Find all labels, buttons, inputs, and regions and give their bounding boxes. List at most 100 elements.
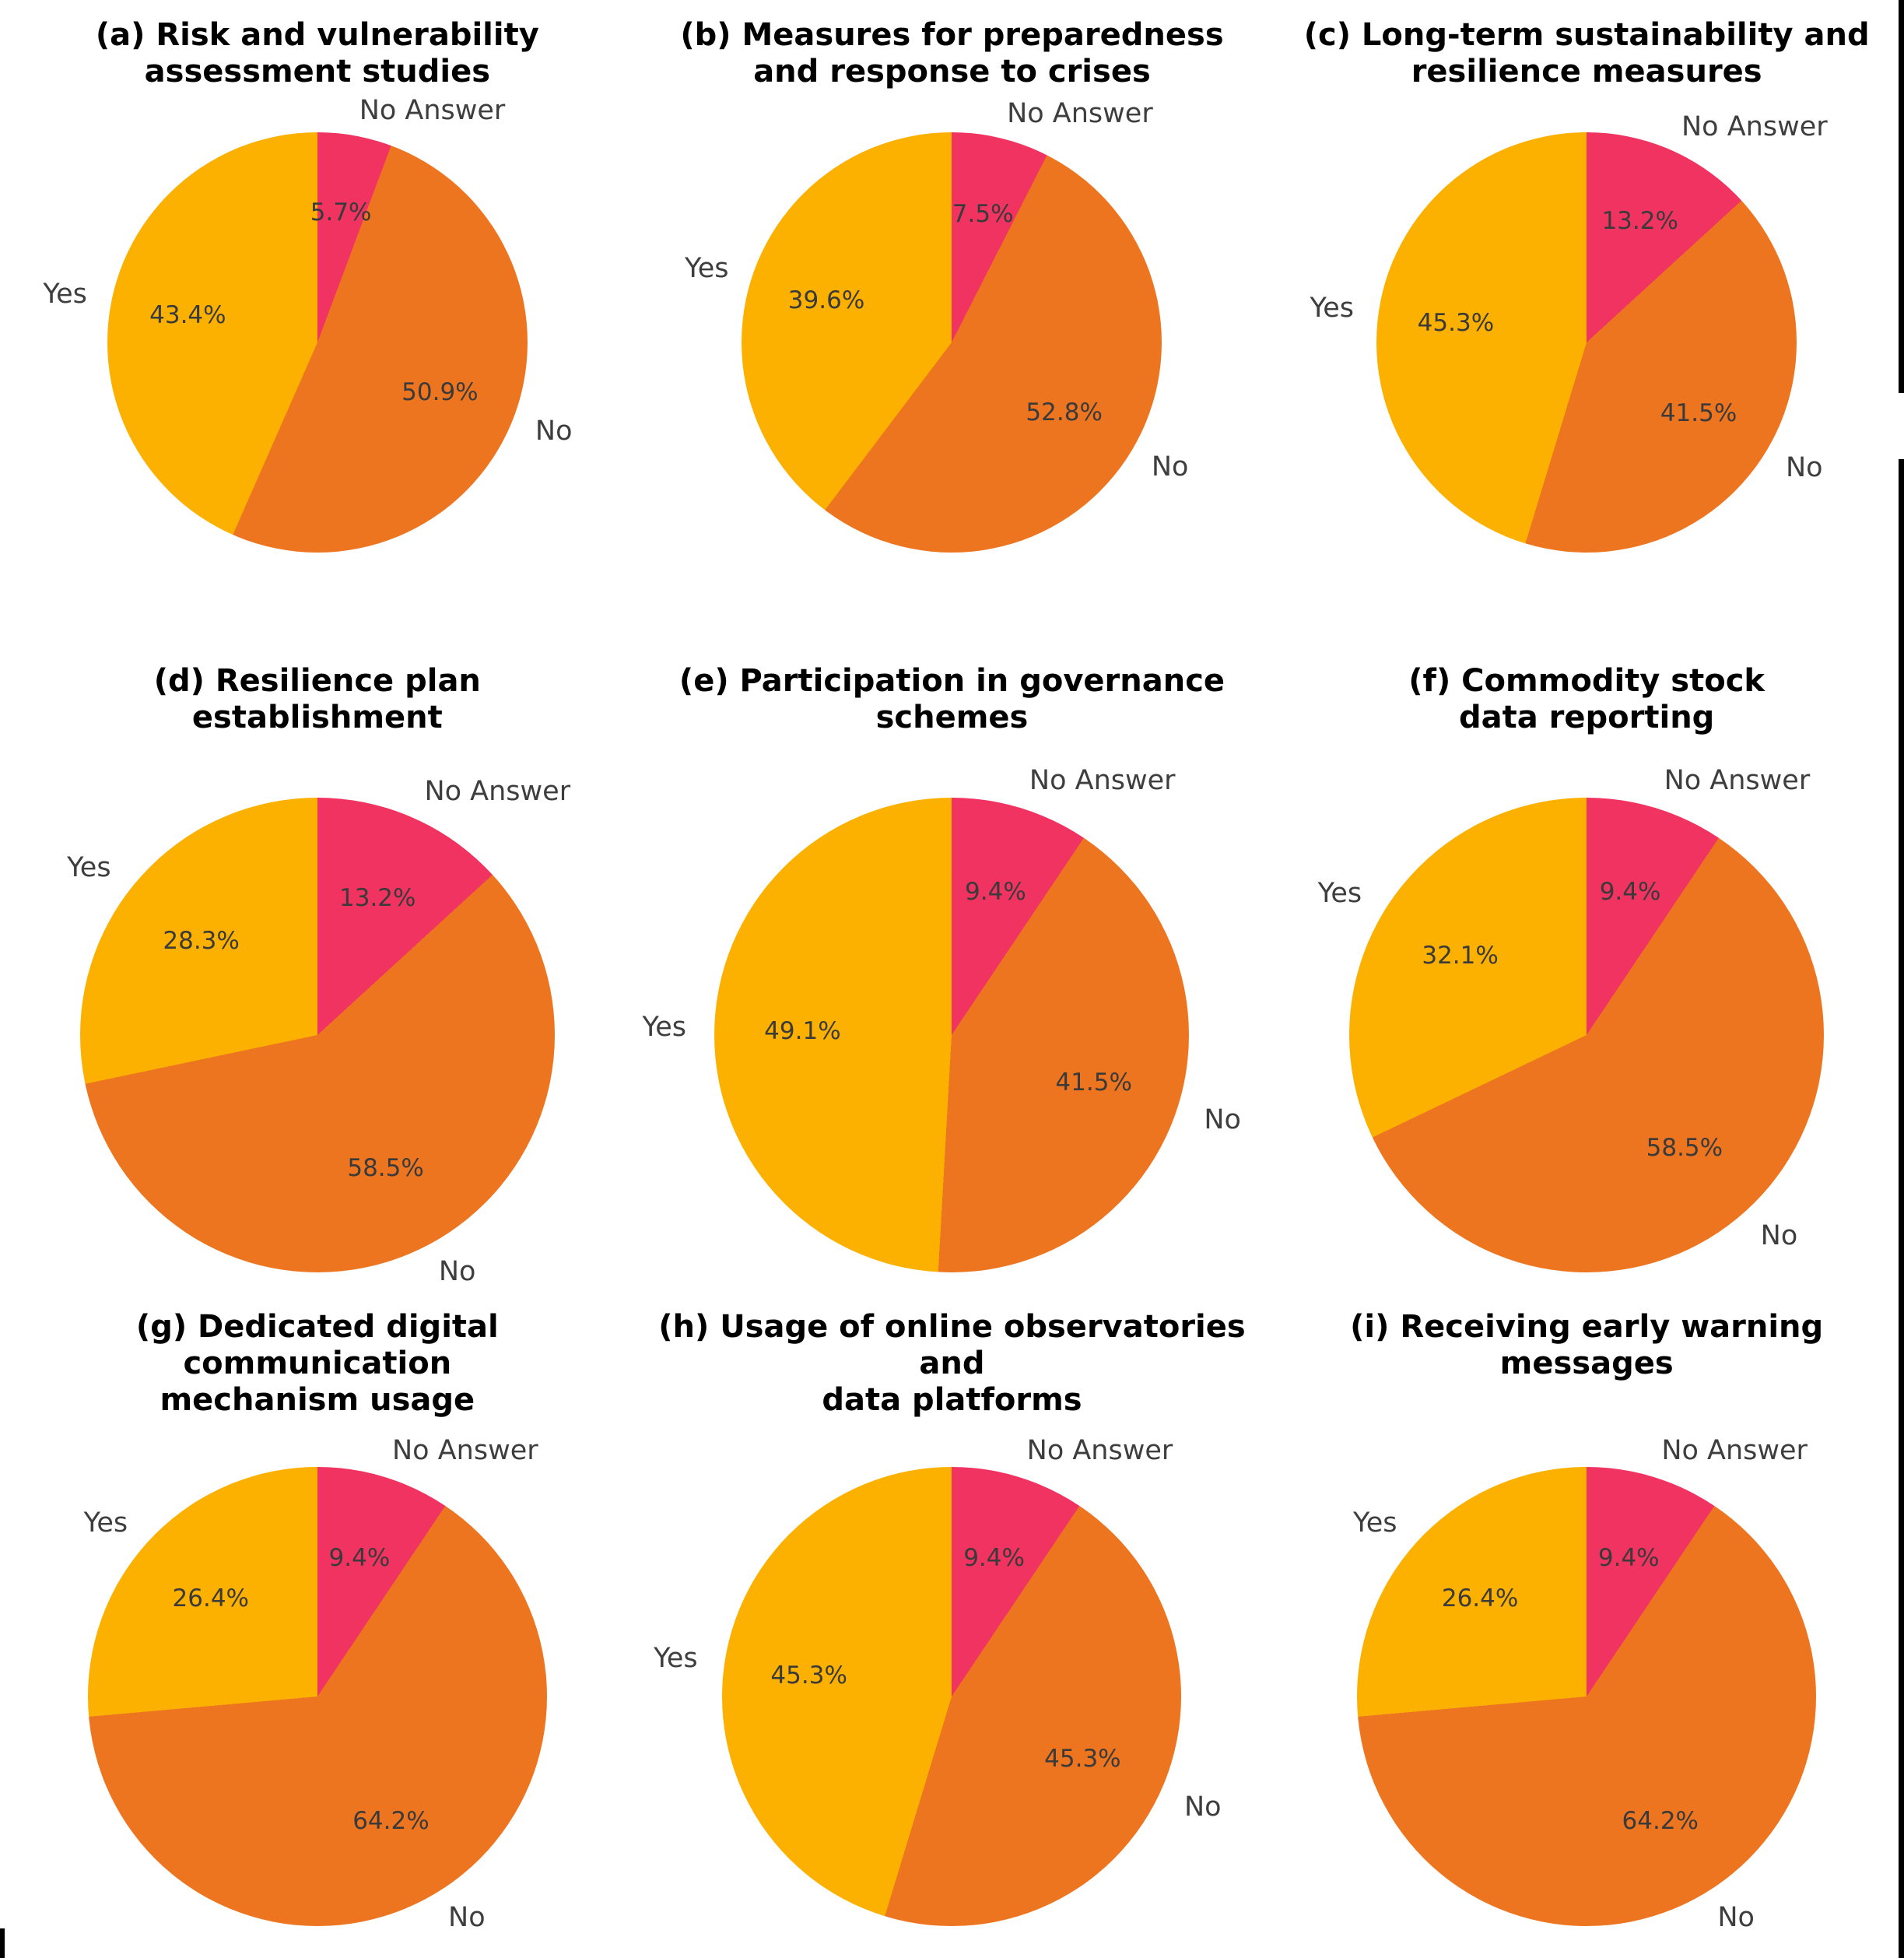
pie-chart-c: (c) Long-term sustainability and resilie… (1269, 0, 1904, 646)
chart-title-line1: (b) Measures for preparedness (680, 17, 1224, 53)
pie-chart-g: (g) Dedicated digital communication mech… (0, 1292, 635, 1958)
slice-percent-label: 41.5% (1055, 1068, 1132, 1097)
slice-percent-label: 43.4% (149, 300, 226, 329)
slice-name-label: Yes (1317, 877, 1362, 909)
slice-name-label: Yes (67, 851, 111, 883)
slice-percent-label: 9.4% (1599, 878, 1661, 907)
pie-chart-h: (h) Usage of online observatories and da… (635, 1292, 1270, 1958)
chart-title-line1: (g) Dedicated digital communication (135, 1309, 499, 1381)
slice-percent-label: 5.7% (310, 198, 372, 226)
chart-title-line1: (f) Commodity stock (1408, 663, 1765, 699)
slice-name-label: No Answer (391, 1434, 538, 1466)
chart-title-line1: (e) Participation in governance (678, 663, 1226, 699)
slice-name-label: No (438, 1255, 476, 1287)
chart-title: (h) Usage of online observatories and da… (635, 1309, 1270, 1418)
slice-percent-label: 13.2% (339, 884, 416, 913)
chart-title: (b) Measures for preparedness and respon… (635, 17, 1270, 90)
pie-chart-f: (f) Commodity stock data reporting 9.4% N… (1269, 646, 1904, 1292)
chart-title: (i) Receiving early warning messages (1269, 1309, 1904, 1382)
slice-name-label: Yes (83, 1507, 128, 1539)
slice-percent-label: 28.3% (163, 926, 240, 955)
chart-title: (c) Long-term sustainability and resilie… (1269, 17, 1904, 90)
chart-title: (f) Commodity stock data reporting (1269, 663, 1904, 736)
slice-percent-label: 49.1% (764, 1016, 841, 1045)
pie-graphic (722, 1467, 1182, 1926)
pie-graphic (1357, 1467, 1817, 1926)
chart-title-line2: schemes (875, 699, 1029, 735)
chart-title-line1: (i) Receiving early warning (1350, 1309, 1824, 1345)
chart-title: (e) Participation in governance schemes (635, 663, 1270, 736)
slice-name-label: Yes (684, 252, 729, 284)
pie-chart-d: (d) Resilience plan establishment 13.2% N… (0, 646, 635, 1292)
slice-percent-label: 39.6% (787, 286, 865, 315)
chart-title: (g) Dedicated digital communication mech… (0, 1309, 635, 1418)
slice-name-label: No Answer (1026, 1434, 1173, 1466)
slice-name-label: Yes (43, 278, 87, 310)
slice-percent-label: 26.4% (172, 1584, 250, 1613)
slice-name-label: No (1785, 452, 1823, 484)
chart-title-line1: (h) Usage of online observatories and (658, 1309, 1246, 1381)
slice-name-label: No Answer (424, 776, 571, 808)
chart-title-line2: messages (1499, 1345, 1674, 1381)
slice-percent-label: 64.2% (1622, 1806, 1699, 1835)
pie-graphic (1376, 132, 1797, 553)
slice-percent-label: 45.3% (1417, 308, 1495, 337)
slice-percent-label: 9.4% (328, 1544, 391, 1573)
pie-chart-a: (a) Risk and vulnerability assessment st… (0, 0, 635, 646)
chart-title-line2: data reporting (1459, 699, 1715, 735)
pie-chart-i: (i) Receiving early warning messages 9.4… (1269, 1292, 1904, 1958)
slice-percent-label: 9.4% (1597, 1544, 1660, 1573)
bottom-left-border-artifact (0, 1928, 5, 1958)
slice-percent-label: 26.4% (1441, 1584, 1519, 1613)
slice-name-label: No Answer (1681, 111, 1828, 143)
chart-title-line2: assessment studies (144, 53, 491, 89)
pie-chart-b: (b) Measures for preparedness and respon… (635, 0, 1270, 646)
slice-name-label: No Answer (1664, 765, 1811, 797)
slice-percent-label: 32.1% (1422, 941, 1499, 970)
right-border-artifact-top (1899, 0, 1904, 393)
pie-graphic (714, 798, 1190, 1272)
slice-percent-label: 58.5% (347, 1153, 424, 1182)
slice-percent-label: 45.3% (1044, 1744, 1121, 1773)
slice-name-label: No Answer (1007, 97, 1153, 129)
chart-title-line2: establishment (191, 699, 443, 735)
slice-percent-label: 7.5% (952, 199, 1014, 228)
slice-percent-label: 45.3% (770, 1661, 847, 1690)
slice-name-label: Yes (1310, 292, 1355, 324)
slice-percent-label: 58.5% (1646, 1134, 1723, 1163)
slice-percent-label: 64.2% (352, 1806, 430, 1835)
pie-graphic (87, 1467, 547, 1926)
pie-graphic (79, 798, 555, 1272)
slice-name-label: No (448, 1902, 486, 1934)
slice-percent-label: 9.4% (965, 878, 1026, 907)
slice-percent-label: 13.2% (1601, 207, 1678, 236)
chart-title-line1: (a) Risk and vulnerability (95, 17, 539, 53)
slice-name-label: No (1184, 1791, 1222, 1823)
pie-chart-e: (e) Participation in governance schemes … (635, 646, 1270, 1292)
slice-name-label: No (1760, 1220, 1798, 1252)
pie-graphic (742, 132, 1162, 553)
right-border-artifact-bottom (1899, 459, 1904, 1958)
slice-percent-label: 50.9% (401, 378, 479, 407)
chart-title-line1: (d) Resilience plan (153, 663, 481, 699)
pie-graphic (1349, 798, 1825, 1272)
slice-name-label: No Answer (1029, 765, 1176, 797)
slice-name-label: No Answer (359, 95, 506, 127)
slice-name-label: No (535, 415, 573, 447)
chart-title-line2: mechanism usage (160, 1381, 475, 1418)
pie-graphic (107, 132, 528, 553)
slice-percent-label: 41.5% (1660, 398, 1737, 427)
slice-name-label: Yes (1352, 1507, 1397, 1539)
chart-title-line2: and response to crises (753, 53, 1151, 89)
slice-name-label: No (1717, 1902, 1755, 1934)
chart-title-line2: data platforms (822, 1381, 1082, 1418)
slice-name-label: No (1151, 451, 1189, 483)
slice-name-label: No Answer (1661, 1434, 1808, 1466)
chart-title-line1: (c) Long-term sustainability and (1303, 17, 1870, 53)
slice-name-label: No (1204, 1104, 1241, 1135)
slice-percent-label: 52.8% (1026, 398, 1103, 427)
slice-name-label: Yes (654, 1643, 698, 1675)
chart-title-line2: resilience measures (1411, 53, 1762, 89)
chart-title: (d) Resilience plan establishment (0, 663, 635, 736)
